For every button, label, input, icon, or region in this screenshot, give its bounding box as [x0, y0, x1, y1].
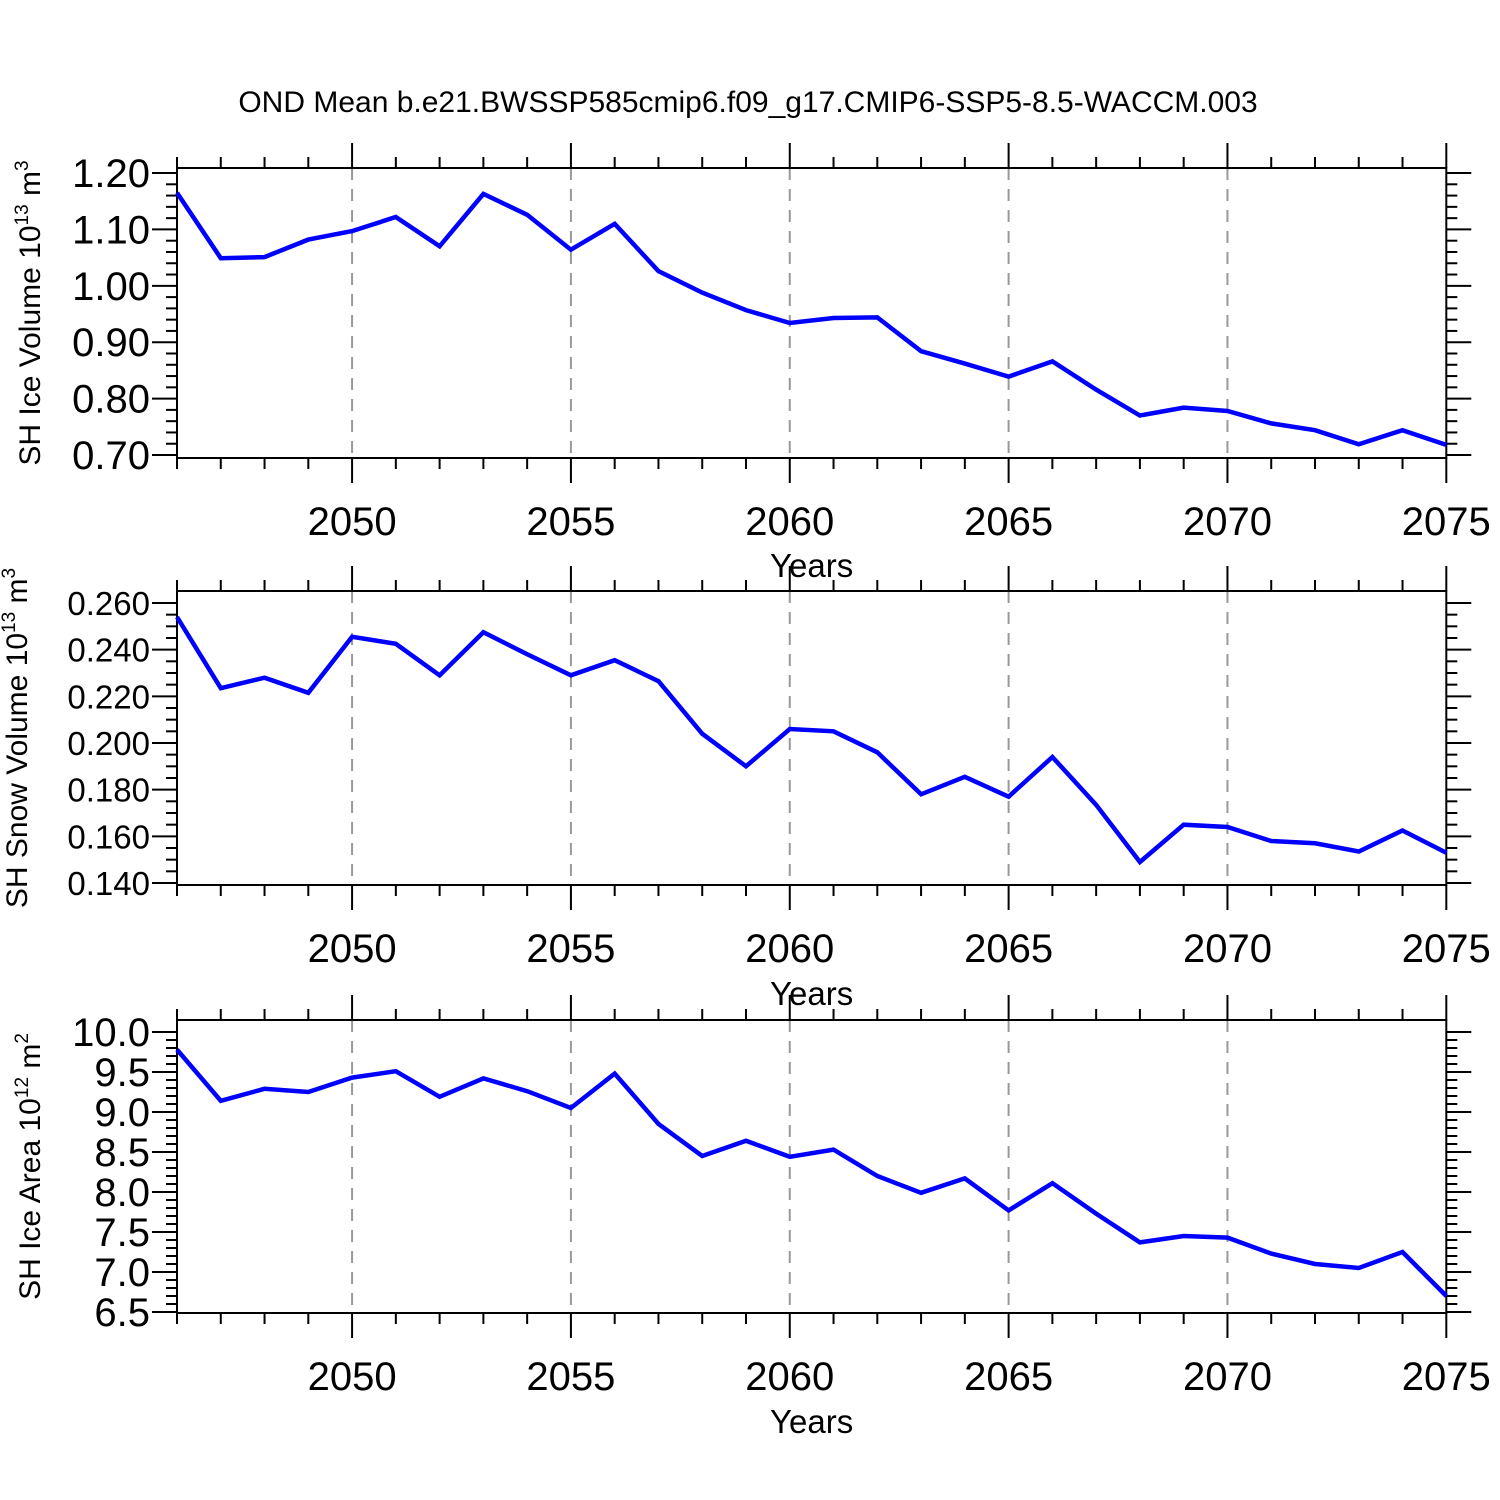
y-tick-label: 0.260 [67, 585, 150, 622]
x-tick-label: 2050 [308, 927, 397, 971]
y-tick-label: 7.0 [94, 1251, 150, 1295]
x-tick-label: 2070 [1183, 927, 1272, 971]
y-tick-label: 0.240 [67, 632, 150, 669]
x-tick-label: 2055 [526, 927, 615, 971]
x-tick-label: 2050 [308, 500, 397, 544]
sh-ice-area-data-line [175, 1048, 1448, 1298]
x-axis-title: Years [770, 547, 853, 584]
x-tick-label: 2070 [1183, 1355, 1272, 1399]
sh-ice-area-chart: 10.09.59.08.58.07.57.06.5 2050 2055 2060 206… [12, 995, 1491, 1440]
x-tick-label: 2065 [964, 1355, 1053, 1399]
y-tick-label: 1.20 [72, 152, 150, 196]
y-tick-label: 1.10 [72, 208, 150, 252]
x-tick-label: 2065 [964, 500, 1053, 544]
y-tick-label: 0.180 [67, 772, 150, 809]
y-tick-label: 6.5 [94, 1291, 150, 1335]
y-tick-label: 8.5 [94, 1131, 150, 1175]
x-axis-title: Years [770, 975, 853, 1012]
x-tick-label: 2070 [1183, 500, 1272, 544]
y-tick-label: 1.00 [72, 265, 150, 309]
x-tick-label: 2060 [745, 500, 834, 544]
y-tick-label: 0.140 [67, 865, 150, 902]
x-tick-label: 2055 [526, 500, 615, 544]
y-axis-title: SH Ice Area 1012 m2 [12, 1033, 47, 1300]
x-tick-label: 2055 [526, 1355, 615, 1399]
y-tick-label: 9.0 [94, 1091, 150, 1135]
y-tick-label: 8.0 [94, 1171, 150, 1215]
sh-snow-volume-data-line [175, 615, 1448, 866]
x-tick-label: 2060 [745, 1355, 834, 1399]
y-axis-title: SH Snow Volume 1013 m3 [0, 568, 34, 908]
x-tick-label: 2050 [308, 1355, 397, 1399]
y-tick-label: 0.220 [67, 678, 150, 715]
y-tick-label: 7.5 [94, 1211, 150, 1255]
sh-snow-volume-chart: 0.260 0.240 0.220 0.200 0.180 0.160 0.140 2050 2… [0, 566, 1491, 1012]
sh-ice-volume-chart: 1.20 1.10 1.00 0.90 0.80 0.70 2050 2055 2060 2065… [12, 143, 1491, 584]
y-tick-label: 0.80 [72, 378, 150, 422]
y-tick-label: 0.200 [67, 725, 150, 762]
y-tick-label: 10.0 [72, 1011, 150, 1055]
x-tick-label: 2075 [1402, 1355, 1491, 1399]
y-tick-label: 0.70 [72, 434, 150, 478]
y-tick-label: 0.90 [72, 321, 150, 365]
y-axis-title: SH Ice Volume 1013 m3 [12, 160, 47, 465]
x-axis-title: Years [770, 1403, 853, 1440]
y-tick-label: 9.5 [94, 1051, 150, 1095]
x-tick-label: 2075 [1402, 500, 1491, 544]
x-tick-label: 2060 [745, 927, 834, 971]
plot-title: OND Mean b.e21.BWSSP585cmip6.f09_g17.CMI… [238, 86, 1258, 119]
chart-frame [176, 167, 1448, 459]
x-tick-label: 2065 [964, 927, 1053, 971]
chart-frame [176, 1019, 1448, 1314]
y-tick-label: 0.160 [67, 818, 150, 855]
x-tick-label: 2075 [1402, 927, 1491, 971]
sh-ice-volume-data-line [175, 191, 1448, 448]
chart-frame [176, 590, 1448, 886]
